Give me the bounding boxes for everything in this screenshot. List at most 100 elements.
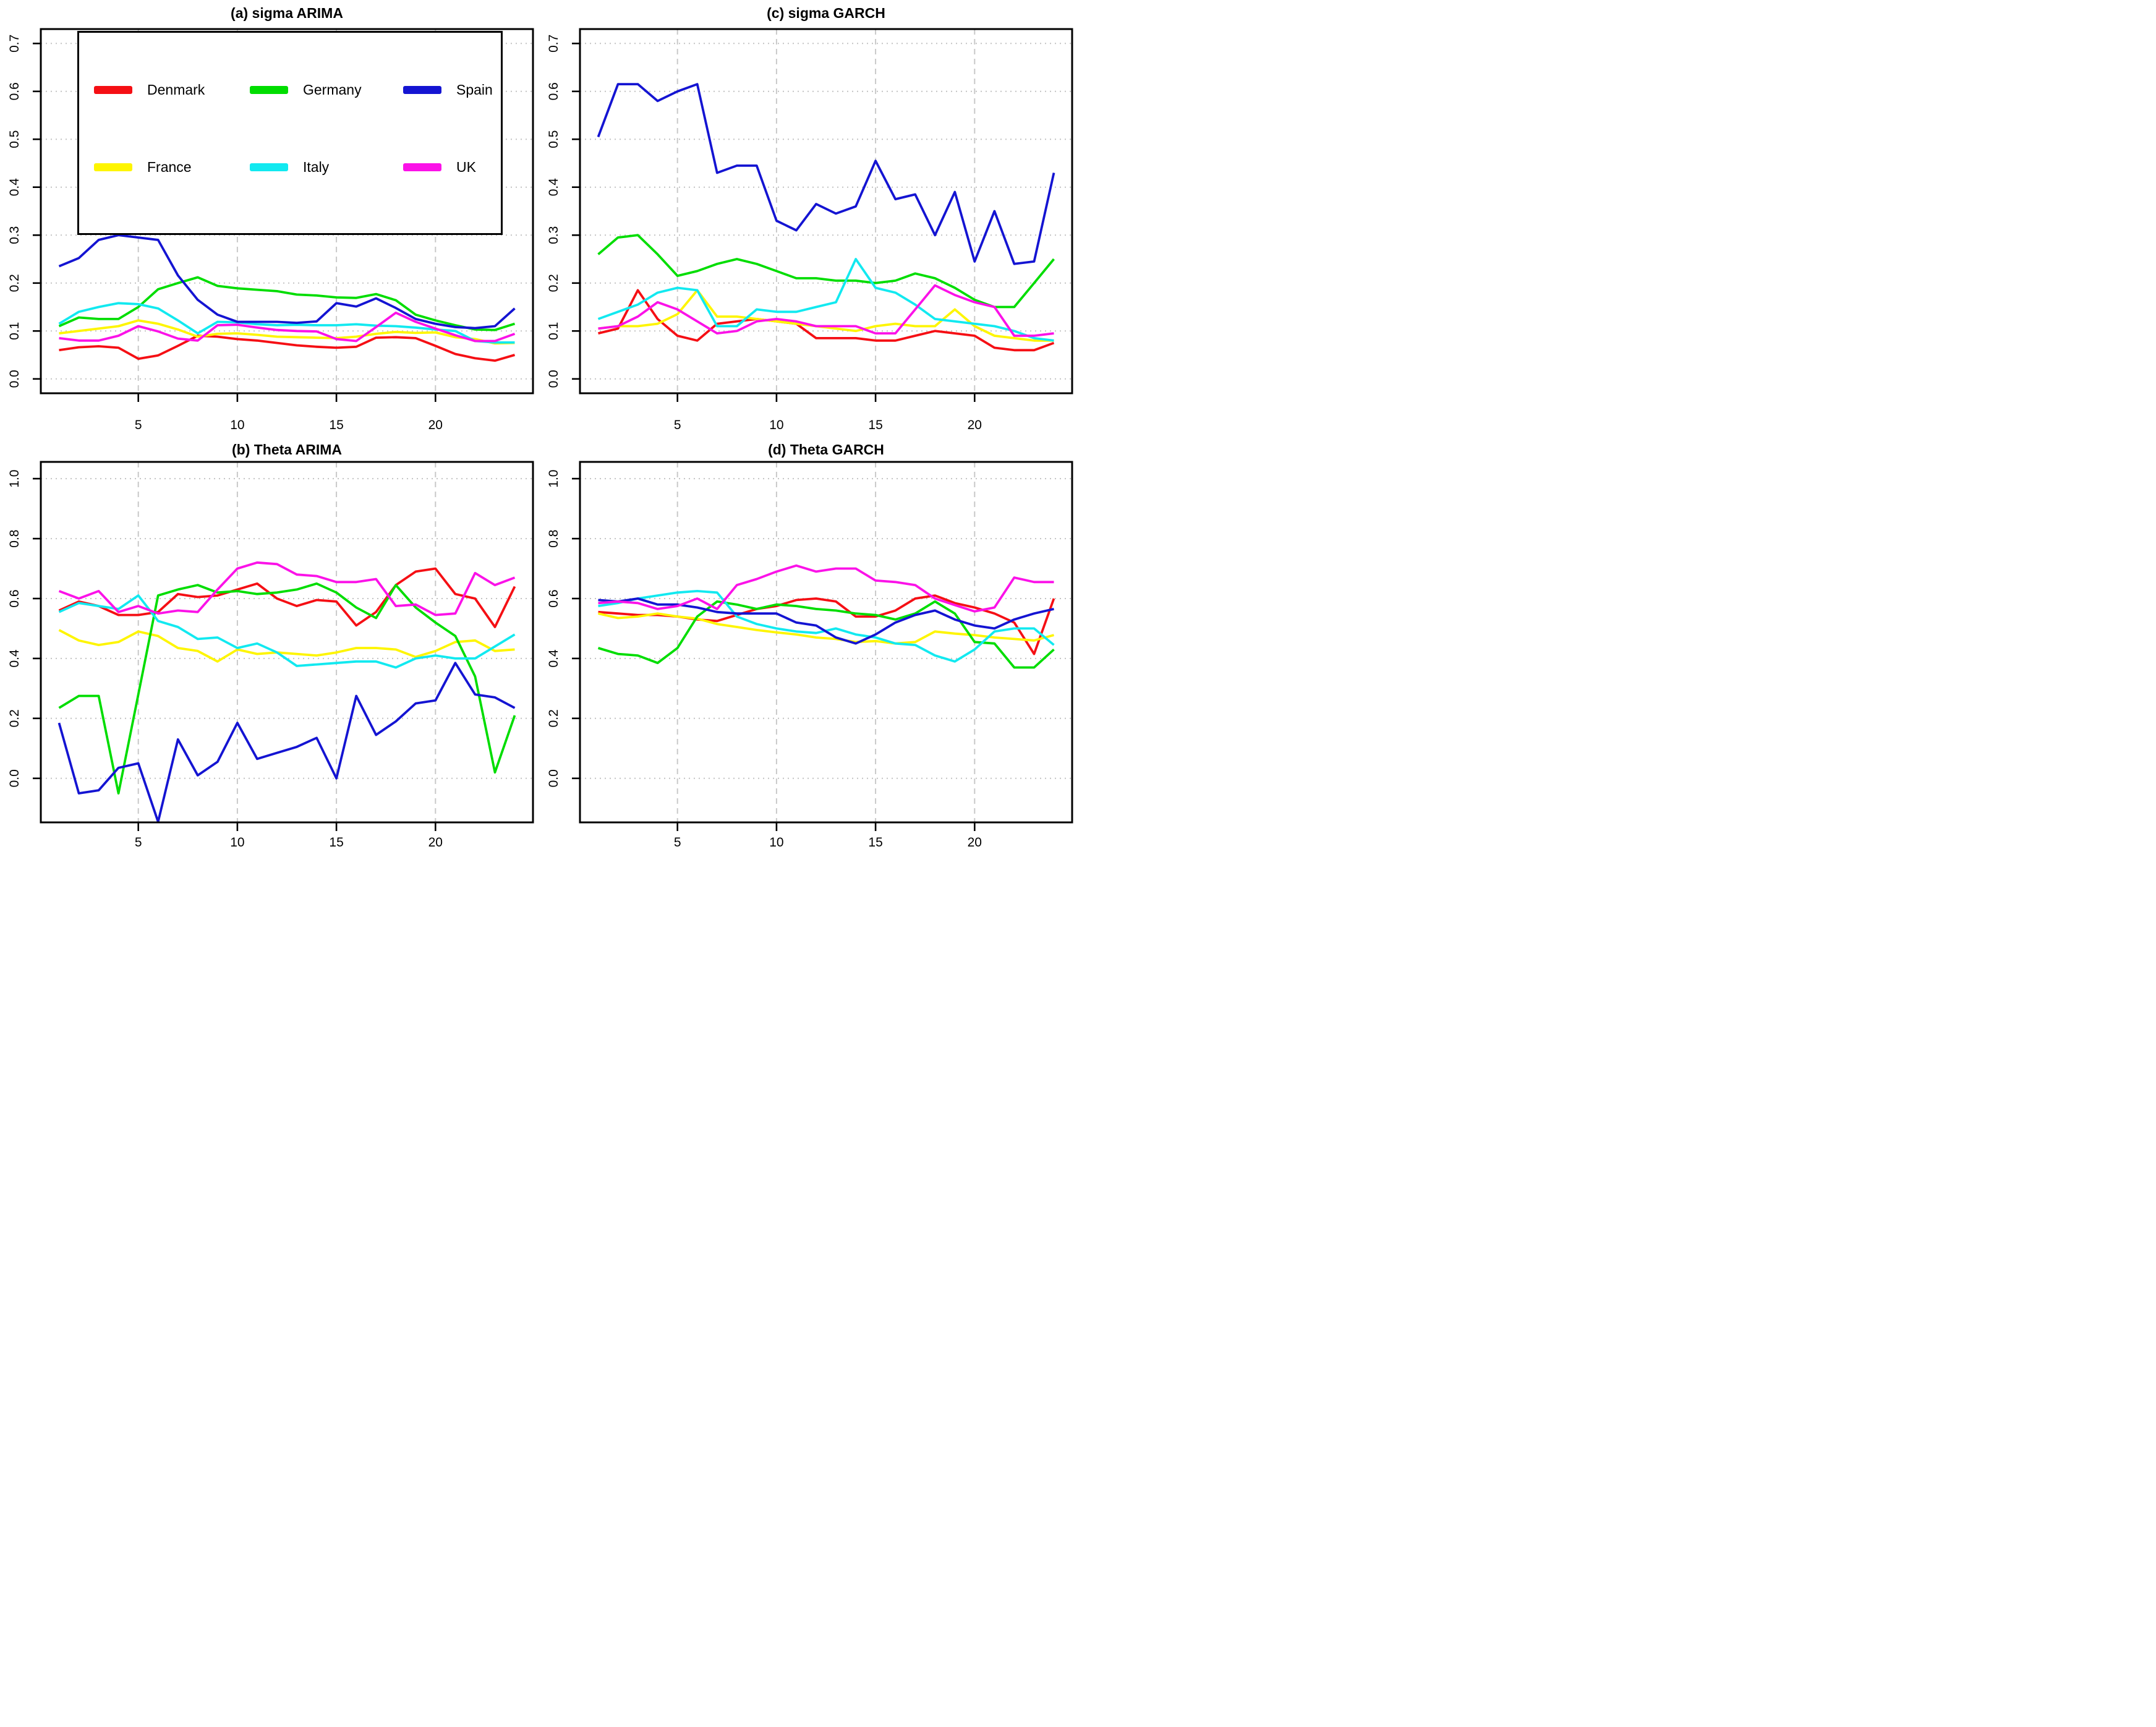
tick-label-y-0.0: 0.0 [7,370,22,388]
tick-label-y-0.1: 0.1 [7,322,22,340]
series-line-germany [58,276,516,331]
series-group [58,234,516,362]
legend-item-france: France [94,160,250,174]
legend-label-italy: Italy [303,159,330,175]
tick-label-x-10: 10 [769,835,783,850]
legend-swatch-germany-icon [250,86,288,94]
series-line-france [58,629,515,663]
series-line-spain [597,83,1055,265]
tick-label-x-15: 15 [868,835,882,850]
tick-label-x-5: 5 [674,418,681,432]
tick-label-x-15: 15 [329,835,343,850]
panel-d-theta-garch: (d) Theta GARCH 5 10 15 20 0.0 0.2 0.4 0.6 0.8 1.… [539,432,1078,863]
chart-title-a: (a) sigma ARIMA [231,5,343,21]
series-line-germany [597,600,1055,669]
series-group [597,564,1055,669]
tick-label-y-0.6: 0.6 [547,589,561,607]
tick-label-y-0.8: 0.8 [7,529,22,547]
tick-label-x-15: 15 [329,418,343,432]
tick-label-y-0.4: 0.4 [7,178,22,197]
legend-label-denmark: Denmark [147,82,205,98]
series-line-spain [598,597,1054,645]
chart-title-c: (c) sigma GARCH [767,5,885,21]
chart-canvas-sigma-arima: 5 10 15 20 0.0 0.1 0.2 0.3 0.4 0.5 0.6 0.7 [7,28,534,432]
tick-label-y-0.2: 0.2 [547,709,561,727]
chart-title-b: (b) Theta ARIMA [231,441,342,458]
plot-border [40,461,534,824]
tick-label-y-1.0: 1.0 [7,469,22,487]
tick-label-y-0.0: 0.0 [7,769,22,787]
legend-swatch-uk-icon [403,163,441,171]
legend-label-france: France [147,159,192,175]
series-line-france [598,612,1054,645]
tick-label-y-0.1: 0.1 [547,322,561,340]
tick-label-y-0.2: 0.2 [7,274,22,292]
tick-label-x-20: 20 [968,418,982,432]
chart-canvas-sigma-garch: 5 10 15 20 0.0 0.1 0.2 0.3 0.4 0.5 0.6 0.7 [547,28,1073,432]
tick-label-y-0.2: 0.2 [7,709,22,727]
series-line-france [598,289,1054,342]
series-line-uk [598,564,1054,613]
tick-label-y-0.5: 0.5 [547,130,561,148]
series-line-germany [58,582,516,795]
chart-canvas-theta-arima: 5 10 15 20 0.0 0.2 0.4 0.6 0.8 1.0 [7,461,534,850]
tick-label-y-0.5: 0.5 [7,130,22,148]
tick-label-y-0.6: 0.6 [7,589,22,607]
plot-border [579,28,1073,394]
series-group [597,83,1055,352]
legend-label-spain: Spain [456,82,493,98]
legend-item-italy: Italy [250,160,403,174]
series-line-spain [58,662,516,822]
legend-label-uk: UK [456,159,476,175]
series-line-italy [58,594,516,669]
legend-label-germany: Germany [303,82,362,98]
tick-label-y-0.8: 0.8 [547,529,561,547]
series-line-germany [597,234,1055,309]
legend-swatch-spain-icon [403,86,441,94]
tick-label-x-5: 5 [135,835,142,850]
series-line-spain [58,234,516,330]
legend-swatch-denmark-icon [94,86,132,94]
plot-border [40,28,534,394]
series-line-denmark [59,335,516,362]
series-group [58,561,516,822]
tick-label-y-0.0: 0.0 [547,769,561,787]
tick-label-x-10: 10 [230,418,244,432]
tick-label-y-0.7: 0.7 [7,35,22,53]
tick-label-y-0.4: 0.4 [547,649,561,668]
series-line-uk [58,561,516,616]
tick-label-y-0.2: 0.2 [547,274,561,292]
tick-label-x-20: 20 [968,835,982,850]
tick-label-y-0.6: 0.6 [7,82,22,100]
tick-label-x-5: 5 [135,418,142,432]
tick-label-y-0.7: 0.7 [547,35,561,53]
figure-grid: (a) sigma ARIMA 5 10 15 20 0.0 0.1 0.2 0.3 0.4 0.… [0,0,1078,864]
series-line-uk [59,311,516,343]
plot-border [579,461,1073,824]
legend-swatch-france-icon [94,163,132,171]
tick-label-x-5: 5 [674,835,681,850]
tick-label-y-1.0: 1.0 [547,469,561,487]
legend-item-denmark: Denmark [94,83,250,97]
tick-label-x-20: 20 [428,835,443,850]
tick-label-y-0.3: 0.3 [7,226,22,244]
tick-label-y-0.0: 0.0 [547,370,561,388]
legend-item-uk: UK [403,160,497,174]
chart-title-d: (d) Theta GARCH [768,441,884,458]
series-line-france [59,319,515,345]
tick-label-y-0.4: 0.4 [7,649,22,668]
series-line-italy [597,258,1054,342]
chart-canvas-theta-garch: 5 10 15 20 0.0 0.2 0.4 0.6 0.8 1.0 [547,461,1073,850]
tick-label-x-20: 20 [428,418,443,432]
tick-label-y-0.6: 0.6 [547,82,561,100]
legend-item-germany: Germany [250,83,403,97]
legend-swatch-italy-icon [250,163,288,171]
tick-label-x-15: 15 [868,418,882,432]
panel-c-sigma-garch: (c) sigma GARCH 5 10 15 20 0.0 0.1 0.2 0.3 0.4 0.… [539,0,1078,432]
panel-a-sigma-arima: (a) sigma ARIMA 5 10 15 20 0.0 0.1 0.2 0.3 0.4 0.… [0,0,539,432]
series-line-uk [598,284,1054,337]
legend: Denmark Germany Spain France Italy UK [77,31,503,235]
panel-b-theta-arima: (b) Theta ARIMA 5 10 15 20 0.0 0.2 0.4 0.6 0.8 1.… [0,432,539,863]
series-line-denmark [598,289,1055,352]
legend-item-spain: Spain [403,83,497,97]
